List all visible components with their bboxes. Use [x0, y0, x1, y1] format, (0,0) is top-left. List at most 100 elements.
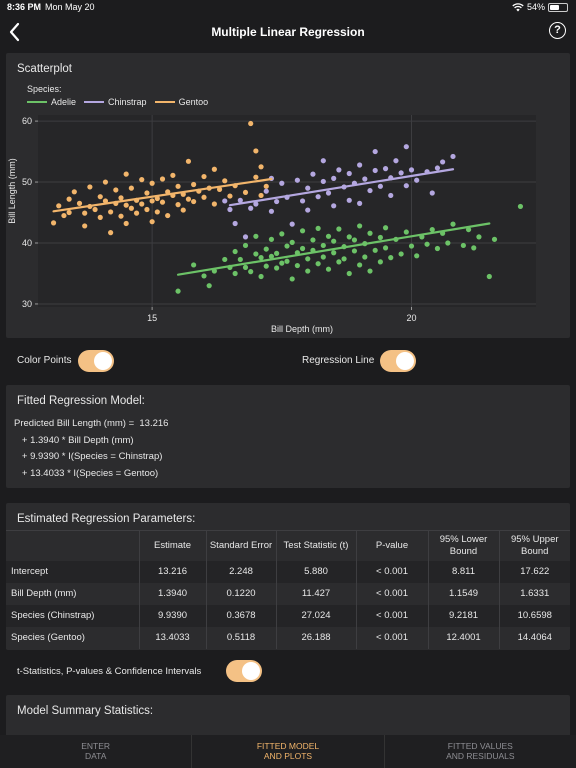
data-point-adelie [362, 254, 368, 260]
data-point-adelie [445, 240, 451, 246]
data-point-gentoo [97, 214, 103, 220]
regression-line-adelie [176, 222, 491, 276]
back-button[interactable] [6, 21, 26, 43]
data-point-gentoo [165, 212, 171, 219]
data-point-chinstrap [450, 153, 456, 160]
help-button[interactable]: ? [549, 22, 566, 39]
data-point-adelie [268, 253, 275, 260]
data-point-chinstrap [263, 188, 269, 194]
legend-item-gentoo: Gentoo [154, 97, 209, 107]
row-label: Species (Gentoo) [11, 632, 85, 643]
data-point-adelie [325, 233, 332, 239]
data-point-gentoo [159, 199, 166, 205]
table-cell: 1.6331 [498, 582, 570, 605]
data-point-adelie [294, 262, 300, 269]
data-point-adelie [253, 251, 259, 257]
data-point-adelie [408, 243, 415, 249]
table-cell: 0.3678 [205, 604, 276, 627]
data-point-chinstrap [299, 198, 306, 204]
regression-line-toggle[interactable] [380, 350, 416, 372]
data-point-gentoo [56, 203, 62, 209]
table-cell: < 0.001 [355, 582, 428, 605]
column-header [6, 530, 139, 561]
data-point-adelie [299, 245, 306, 252]
parameters-table: Estimate Standard Error Test Statistic (… [6, 530, 570, 649]
data-point-chinstrap [315, 194, 321, 200]
data-point-adelie [248, 269, 254, 275]
data-point-chinstrap [357, 162, 363, 168]
tab-fitted-values[interactable]: FITTED VALUES AND RESIDUALS [385, 735, 576, 768]
table-cell: 8.811 [427, 560, 499, 583]
data-point-gentoo [76, 200, 83, 206]
regression-line-label: Regression Line [302, 355, 375, 366]
table-cell: 11.427 [275, 582, 356, 605]
data-point-adelie [388, 255, 394, 261]
data-point-adelie [222, 256, 228, 263]
table-cell: 0.5118 [205, 626, 276, 649]
data-point-gentoo [102, 179, 109, 185]
data-point-gentoo [87, 184, 93, 190]
data-point-chinstrap [279, 180, 285, 186]
data-point-gentoo [159, 176, 166, 182]
data-point-adelie [320, 242, 326, 249]
column-header: 95% Lower Bound [427, 530, 499, 561]
data-point-chinstrap [320, 178, 326, 185]
data-point-gentoo [175, 202, 181, 208]
fitted-model-title: Fitted Regression Model: [17, 395, 145, 407]
table-cell: < 0.001 [355, 604, 428, 627]
data-point-chinstrap [346, 197, 352, 203]
data-point-gentoo [149, 219, 155, 225]
table-cell: 14.4064 [498, 626, 570, 649]
parameters-title: Estimated Regression Parameters: [17, 513, 196, 525]
data-point-gentoo [118, 195, 124, 201]
y-tick-label: 30 [22, 299, 32, 309]
tab-label: AND PLOTS [263, 751, 313, 761]
data-point-gentoo [242, 189, 249, 196]
data-point-adelie [175, 288, 181, 294]
data-point-gentoo [108, 209, 114, 215]
tab-enter-data[interactable]: ENTER DATA [0, 735, 191, 768]
data-point-chinstrap [377, 183, 383, 189]
plot-toggles: Color Points Regression Line [0, 348, 576, 374]
data-point-gentoo [66, 196, 72, 202]
data-point-gentoo [263, 183, 269, 189]
nav-bar: Multiple Linear Regression ? [0, 14, 576, 50]
data-point-chinstrap [336, 167, 342, 173]
scatter-plot: 30 40 50 60 15 20 Bill Depth (mm) Bill Length (… [7, 115, 536, 334]
table-cell: < 0.001 [355, 626, 428, 649]
data-point-adelie [476, 234, 482, 240]
data-point-gentoo [144, 206, 150, 213]
row-label: Species (Chinstrap) [11, 610, 95, 621]
column-header: Test Statistic (t) [275, 530, 356, 561]
tab-label: FITTED MODEL [256, 741, 320, 751]
data-point-adelie [284, 243, 290, 249]
data-point-chinstrap [408, 167, 415, 173]
data-point-adelie [346, 234, 352, 240]
tab-fitted-model[interactable]: FITTED MODEL AND PLOTS [192, 735, 383, 768]
data-point-chinstrap [305, 185, 311, 191]
data-point-chinstrap [320, 158, 326, 164]
data-point-chinstrap [294, 177, 300, 183]
data-point-adelie [382, 245, 389, 251]
data-point-gentoo [118, 213, 124, 219]
color-points-toggle[interactable] [78, 350, 114, 372]
data-point-chinstrap [357, 200, 363, 206]
tstat-toggle[interactable] [226, 660, 262, 682]
battery-icon [548, 2, 568, 12]
tstat-toggle-row: t-Statistics, P-values & Confidence Inte… [0, 658, 576, 684]
legend-label: Gentoo [178, 97, 209, 107]
data-point-adelie [268, 236, 275, 242]
data-point-chinstrap [289, 221, 295, 227]
data-point-adelie [357, 262, 363, 268]
data-point-chinstrap [440, 159, 446, 165]
table-cell: 27.024 [275, 604, 356, 627]
data-point-adelie [398, 251, 404, 257]
data-point-gentoo [61, 212, 67, 219]
data-point-gentoo [50, 220, 57, 226]
table-cell: 2.248 [205, 560, 276, 583]
equation-line: Predicted Bill Length (mm) = 13.216 [14, 418, 169, 429]
data-point-gentoo [227, 193, 233, 199]
plot-area [38, 115, 536, 307]
y-tick-label: 40 [22, 238, 32, 248]
data-point-adelie [403, 229, 409, 235]
